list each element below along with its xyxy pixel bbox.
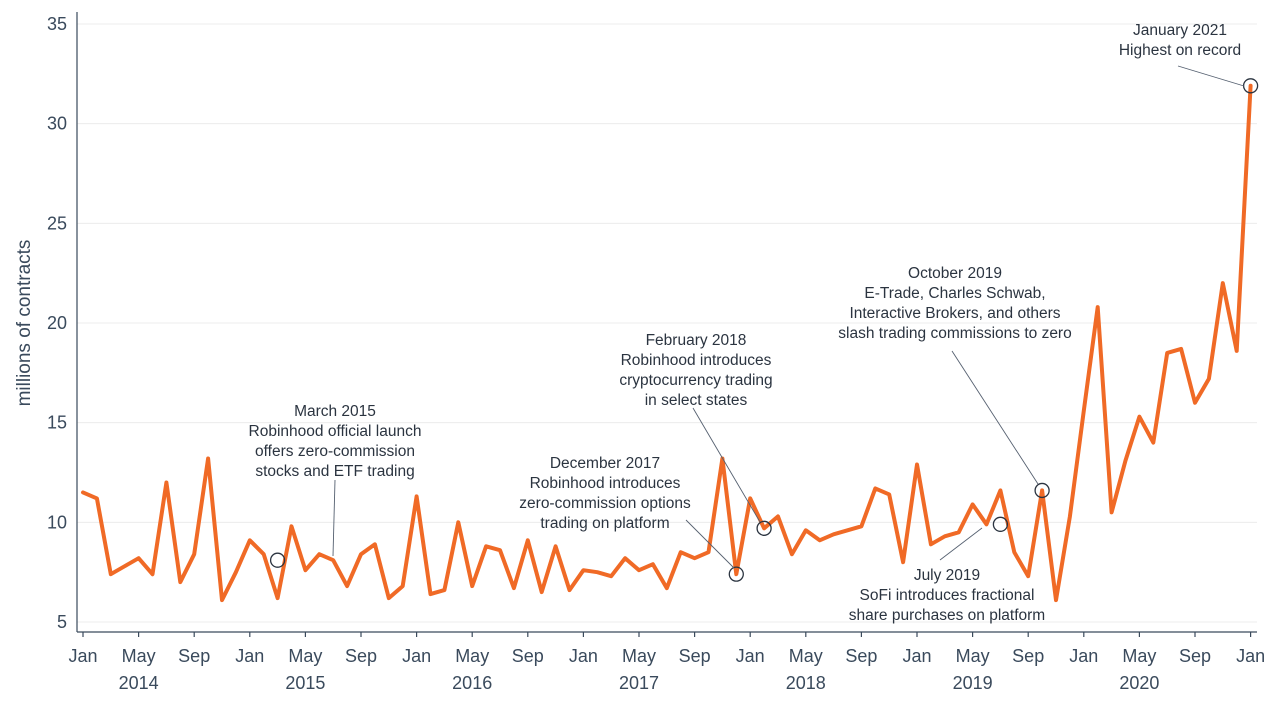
y-tick-label: 10	[47, 512, 67, 532]
annotation-text: slash trading commissions to zero	[838, 325, 1071, 342]
annotation-leader	[332, 479, 336, 557]
x-year-label: 2020	[1119, 673, 1159, 693]
x-year-label: 2018	[786, 673, 826, 693]
y-axis-title: millions of contracts	[14, 240, 35, 407]
y-tick-label: 25	[47, 213, 67, 233]
y-tick-label: 15	[47, 413, 67, 433]
x-tick-label: May	[789, 646, 823, 666]
annotation-text: zero-commission options	[519, 495, 691, 512]
x-tick-label: Jan	[569, 646, 598, 666]
annotation: October 2019 E-Trade, Charles Schwab, Inte…	[838, 265, 1072, 499]
x-tick-label: May	[288, 646, 322, 666]
x-tick-label: Jan	[1236, 646, 1265, 666]
x-year-label: 2016	[452, 673, 492, 693]
annotation-marker	[1034, 482, 1050, 499]
annotation-text: share purchases on platform	[849, 607, 1045, 624]
x-tick-label: May	[1122, 646, 1156, 666]
x-tick-label: Sep	[178, 646, 210, 666]
annotation-text: Interactive Brokers, and others	[849, 305, 1060, 322]
annotation-text: trading on platform	[540, 515, 669, 532]
series-line	[81, 83, 1253, 603]
y-tick-label: 30	[47, 114, 67, 134]
annotation-leader	[951, 350, 1039, 485]
series-layer	[81, 83, 1253, 603]
y-tick-label: 20	[47, 313, 67, 333]
annotation-text: SoFi introduces fractional	[860, 587, 1035, 604]
annotation-text: January 2021	[1133, 22, 1227, 39]
annotation-text: Highest on record	[1119, 42, 1241, 59]
annotation-text: December 2017	[550, 455, 660, 472]
x-tick-label: Jan	[235, 646, 264, 666]
x-tick-label: May	[956, 646, 990, 666]
y-tick-label: 5	[57, 612, 67, 632]
x-tick-label: Jan	[402, 646, 431, 666]
annotation-text: stocks and ETF trading	[255, 463, 414, 480]
annotation-text: October 2019	[908, 265, 1002, 282]
x-tick-label: May	[622, 646, 656, 666]
x-tick-label: Sep	[1179, 646, 1211, 666]
annotation-leader	[692, 407, 761, 523]
x-tick-label: Jan	[68, 646, 97, 666]
annotation-marker	[756, 520, 772, 536]
x-year-label: 2019	[953, 673, 993, 693]
annotation-text: February 2018	[646, 332, 747, 349]
x-tick-label: Jan	[736, 646, 765, 666]
annotation-marker	[269, 552, 286, 568]
x-year-label: 2015	[285, 673, 325, 693]
annotation-text: E-Trade, Charles Schwab,	[864, 285, 1045, 302]
annotation: July 2019 SoFi introduces fractional share…	[849, 516, 1045, 624]
x-tick-label: Sep	[345, 646, 377, 666]
annotations-layer: March 2015 Robinhood official launch offer…	[249, 22, 1259, 624]
annotation-text: in select states	[645, 392, 748, 409]
x-tick-label: Jan	[902, 646, 931, 666]
x-year-label: 2017	[619, 673, 659, 693]
x-tick-label: May	[122, 646, 156, 666]
annotation-text: Robinhood introduces	[530, 475, 681, 492]
annotation: December 2017 Robinhood introduces zero-co…	[519, 455, 744, 582]
annotation-text: offers zero-commission	[255, 443, 415, 460]
grid-layer	[77, 23, 1257, 623]
annotation-leader	[939, 527, 983, 561]
x-tick-label: May	[455, 646, 489, 666]
x-tick-label: Sep	[845, 646, 877, 666]
x-tick-label: Jan	[1069, 646, 1098, 666]
annotation: March 2015 Robinhood official launch offer…	[249, 403, 422, 568]
annotation-text: Robinhood official launch	[249, 423, 422, 440]
annotation-text: Robinhood introduces	[621, 352, 772, 369]
annotation-marker	[992, 516, 1009, 532]
axis-layer: 5 10 15 20 25 30 35 Jan May Sep Jan May Sep Jan May Sep…	[47, 12, 1265, 693]
x-tick-label: Sep	[512, 646, 544, 666]
x-tick-label: Sep	[679, 646, 711, 666]
annotation-leader	[1177, 65, 1245, 87]
annotation-text: July 2019	[914, 567, 980, 584]
annotation-leader	[685, 519, 735, 569]
annotation: January 2021 Highest on record	[1119, 22, 1259, 94]
x-tick-label: Sep	[1012, 646, 1044, 666]
annotation-text: March 2015	[294, 403, 376, 420]
x-year-label: 2014	[119, 673, 159, 693]
y-tick-label: 35	[47, 14, 67, 34]
annotation-text: cryptocurrency trading	[619, 372, 772, 389]
annotation-marker	[728, 566, 744, 582]
annotation: February 2018 Robinhood introduces cryptoc…	[619, 332, 773, 536]
